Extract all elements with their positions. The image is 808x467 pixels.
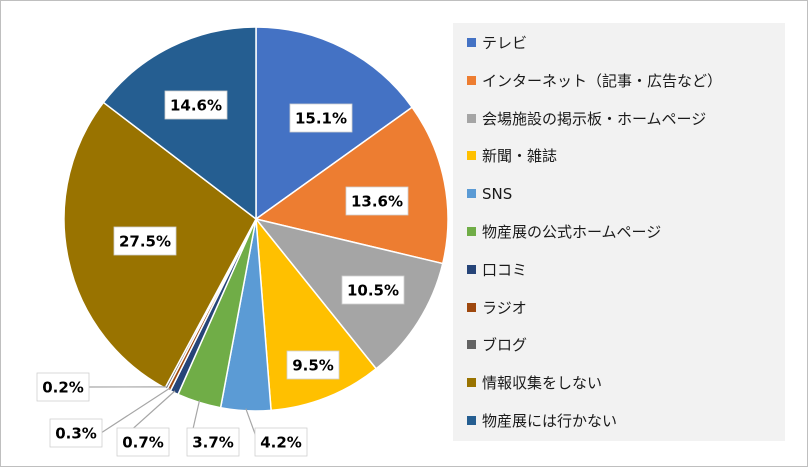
pie-slice (254, 106, 449, 265)
legend-item: テレビ (467, 32, 527, 54)
legend-label: テレビ (482, 34, 528, 52)
data-label-box (286, 350, 340, 380)
data-label-box (113, 226, 177, 256)
legend-item: 物産展の公式ホームページ (467, 221, 661, 243)
data-label: 0.3% (55, 425, 97, 443)
legend-swatch (467, 189, 476, 199)
legend-swatch (467, 151, 476, 161)
data-label-box (36, 372, 90, 402)
legend-item: ブログ (467, 334, 527, 356)
legend-swatch (467, 113, 476, 123)
pie-slice (102, 26, 257, 221)
data-label: 9.5% (292, 357, 334, 375)
legend-item: 情報収集をしない (467, 372, 602, 394)
data-label: 0.2% (42, 379, 84, 397)
leader-line (100, 387, 170, 434)
legend-label: ブログ (482, 336, 528, 355)
legend-item: 物産展には行かない (467, 410, 617, 432)
legend-item: 口コミ (467, 259, 527, 281)
data-label: 4.2% (260, 434, 302, 452)
data-label-box (345, 186, 409, 216)
data-label: 10.5% (347, 282, 399, 300)
data-label: 14.6% (170, 97, 222, 115)
legend-label: SNS (482, 185, 513, 204)
legend-item: インターネット（記事・広告など） (467, 70, 722, 92)
legend-item: SNS (467, 183, 512, 205)
data-label-box (254, 427, 308, 457)
pie-chart: 15.1% 13.6% 10.5% 9.5% 4.2% 3.7% 0.7% 0.3% 0.2% 2… (36, 26, 449, 457)
data-label-box (116, 427, 170, 457)
data-label: 0.7% (122, 434, 164, 452)
legend-swatch (467, 75, 476, 85)
legend-item: 会場施設の掲示板・ホームページ (467, 108, 706, 130)
legend-label: 物産展には行かない (482, 412, 618, 430)
legend-label: 新聞・雑誌 (482, 147, 558, 166)
legend-swatch (467, 302, 476, 312)
data-label-box (164, 90, 228, 120)
legend-swatch (467, 227, 476, 236)
data-label-box (341, 275, 405, 305)
legend: テレビインターネット（記事・広告など） 会場施設の掲示板・ホームページ 新聞・雑誌 S… (453, 23, 785, 441)
legend-label: インターネット（記事・広告など） (482, 71, 723, 90)
pie-slice (255, 216, 378, 412)
data-label-box (49, 418, 103, 448)
legend-item: 新聞・雑誌 (467, 145, 557, 167)
legend-swatch (467, 264, 476, 274)
data-label: 27.5% (119, 233, 171, 251)
data-label-box (186, 427, 240, 457)
data-label-box (289, 103, 353, 133)
legend-label: 会場施設の掲示板・ホームページ (482, 109, 707, 128)
legend-swatch (467, 340, 476, 350)
data-label: 15.1% (295, 110, 347, 128)
legend-item: ラジオ (467, 297, 527, 319)
legend-swatch (467, 378, 476, 388)
data-label: 13.6% (351, 193, 403, 211)
legend-swatch (467, 38, 476, 47)
legend-swatch (467, 416, 476, 425)
legend-label: 口コミ (482, 260, 528, 279)
legend-label: 物産展の公式ホームページ (482, 223, 662, 241)
legend-label: 情報収集をしない (482, 374, 603, 393)
data-label: 3.7% (192, 434, 234, 452)
legend-label: ラジオ (482, 298, 527, 317)
